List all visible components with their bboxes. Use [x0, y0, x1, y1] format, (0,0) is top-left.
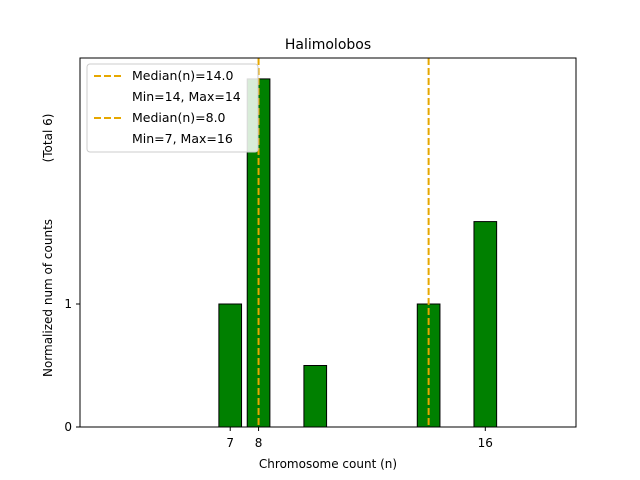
axis-ticks: 7 8 16 0 1 [64, 297, 493, 450]
y-axis-total-label: (Total 6) [41, 114, 55, 163]
plot-frame [79, 57, 577, 428]
y-axis-label: Normalized num of counts [41, 219, 55, 377]
chart-title: Halimolobos [285, 37, 371, 53]
plot-area [218, 58, 498, 428]
legend-label-2: Median(n)=8.0 [132, 110, 226, 125]
legend-label-0: Median(n)=14.0 [132, 68, 233, 83]
legend-box [86, 63, 259, 153]
legend-label-1: Min=14, Max=14 [132, 89, 241, 104]
legend: Median(n)=14.0 Min=14, Max=14 Median(n)=8.… [86, 63, 259, 153]
bar-0 [218, 303, 243, 428]
x-tick-label-1: 8 [255, 436, 263, 450]
bar-2 [303, 365, 328, 428]
x-tick-label-0: 7 [226, 436, 234, 450]
legend-label-3: Min=7, Max=16 [132, 131, 233, 146]
x-axis-label: Chromosome count (n) [259, 457, 397, 471]
x-tick-label-2: 16 [478, 436, 493, 450]
bar-4 [473, 221, 498, 428]
y-tick-label-0: 0 [64, 420, 72, 434]
y-tick-label-1: 1 [64, 297, 72, 311]
